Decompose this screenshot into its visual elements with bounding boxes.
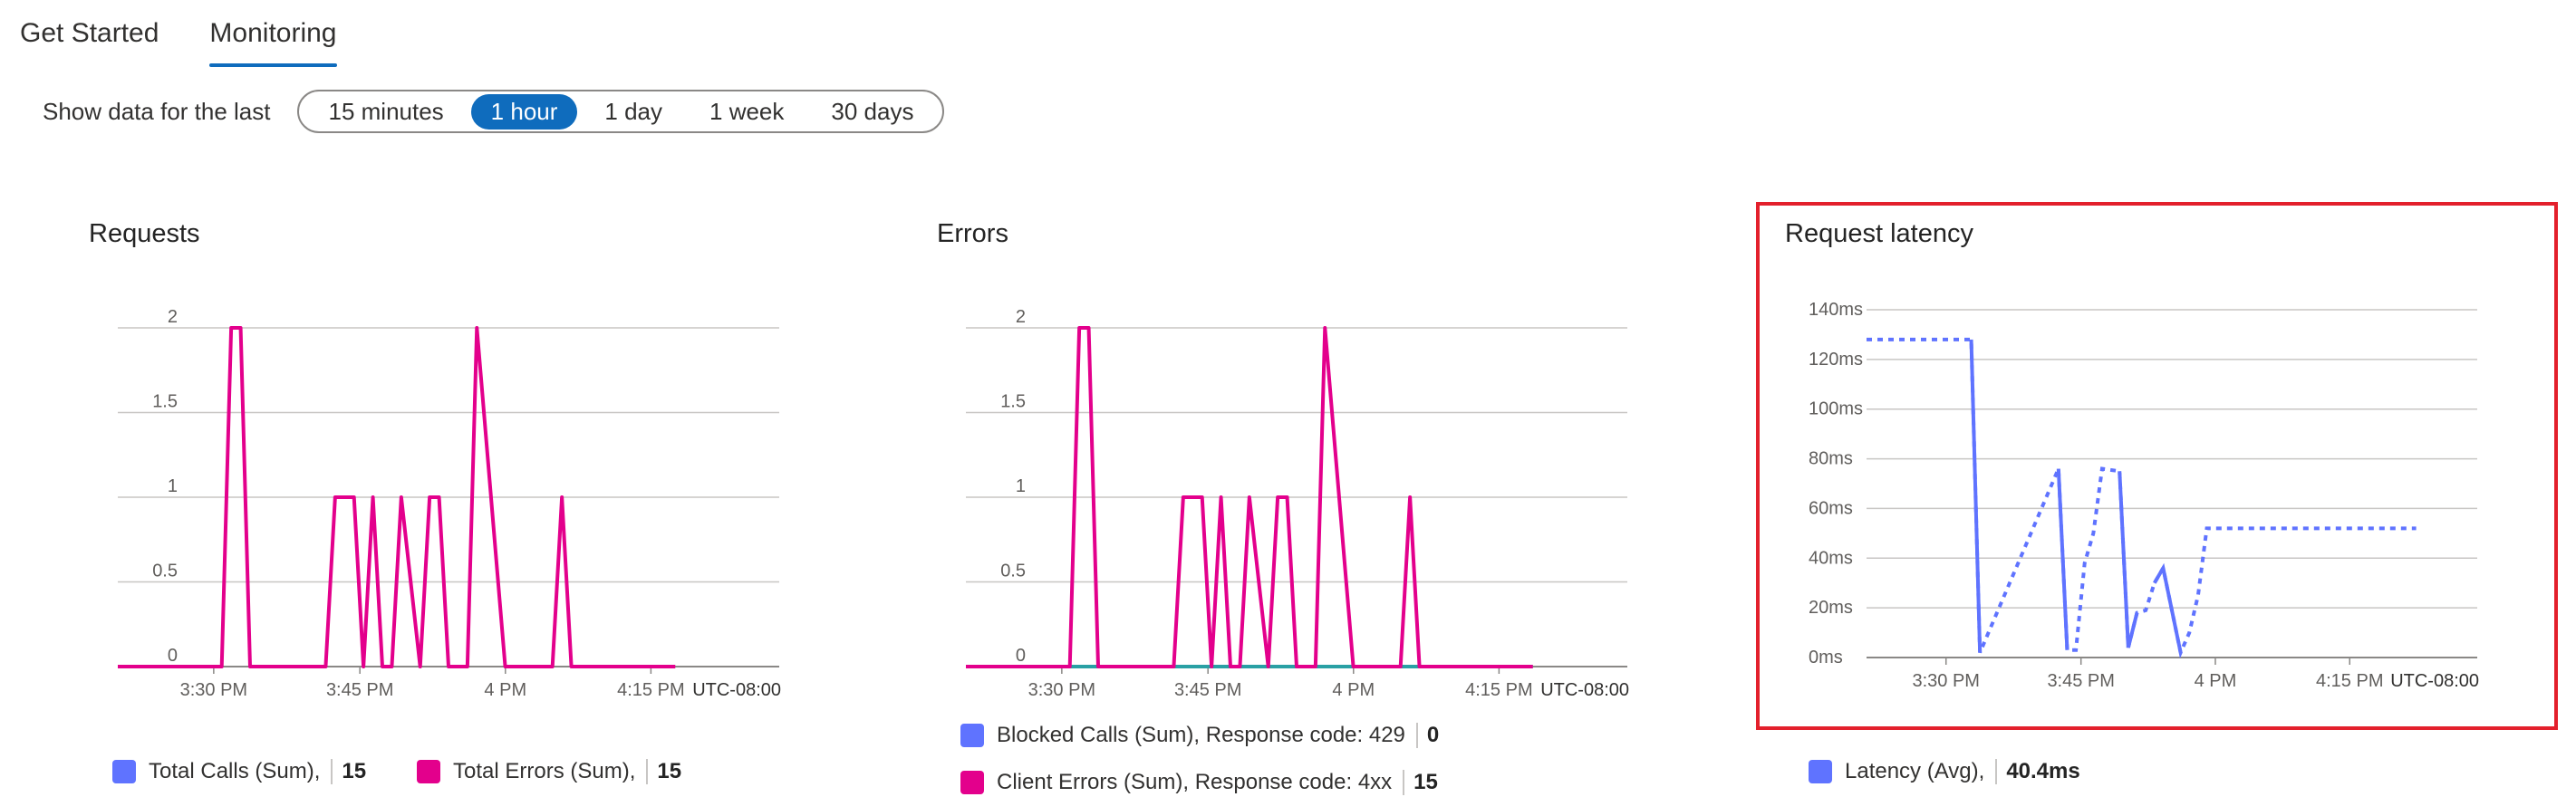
series-segment-solid (2056, 468, 2069, 650)
y-tick-label: 2 (1016, 307, 1026, 327)
y-tick-label: 0 (1016, 646, 1026, 666)
x-tick-label: 4 PM (2195, 671, 2237, 691)
tab-monitoring[interactable]: Monitoring (209, 0, 337, 67)
series-segment-solid (1969, 339, 1983, 653)
y-tick-label: 60ms (1809, 498, 1853, 518)
y-tick-label: 120ms (1809, 350, 1863, 370)
legend-latency[interactable]: Latency (Avg), 40.4ms (1809, 759, 2080, 784)
requests-chart-title: Requests (89, 219, 200, 248)
tab-get-started[interactable]: Get Started (20, 18, 159, 48)
legend-swatch (1809, 760, 1832, 783)
y-tick-label: 20ms (1809, 598, 1853, 618)
legend-value: 15 (1413, 770, 1438, 794)
x-tick-label: 4 PM (1332, 680, 1375, 700)
x-tick-label: 3:30 PM (180, 680, 247, 700)
legend-divider (1415, 723, 1418, 748)
y-tick-label: 140ms (1809, 300, 1863, 320)
y-tick-label: 40ms (1809, 548, 1853, 568)
legend-value: 15 (342, 759, 367, 783)
series-segment-solid (2161, 567, 2183, 653)
x-tick-label: 3:45 PM (2047, 671, 2114, 691)
legend-swatch (112, 760, 136, 783)
requests-chart[interactable]: 0 0.5 1 1.5 2 3:30 PM 3:45 PM 4 PM 4:15 PM UTC-08… (109, 272, 797, 706)
legend-swatch (960, 771, 984, 794)
range-option-30-days[interactable]: 30 days (831, 97, 914, 125)
y-tick-label: 1.5 (152, 392, 178, 412)
legend-divider (646, 759, 649, 784)
y-tick-label: 1.5 (1000, 392, 1026, 412)
y-tick-label: 0.5 (1000, 562, 1026, 581)
y-tick-label: 0ms (1809, 648, 1843, 667)
legend-divider (1403, 770, 1405, 795)
legend-label: Latency (Avg), (1845, 759, 1985, 783)
time-range-label: Show data for the last (43, 97, 271, 125)
legend-divider (331, 759, 333, 784)
legend-value: 0 (1426, 723, 1440, 747)
y-tick-label: 100ms (1809, 399, 1863, 419)
legend-label: Total Calls (Sum), (149, 759, 321, 783)
x-tick-label: 4:15 PM (2316, 671, 2383, 691)
x-tick-label: 4:15 PM (617, 680, 684, 700)
series-line (118, 326, 676, 668)
legend-total-errors[interactable]: Total Errors (Sum), 15 (417, 759, 681, 784)
legend-divider (1995, 759, 1998, 784)
y-tick-label: 0.5 (152, 562, 178, 581)
errors-chart-title: Errors (937, 219, 1008, 248)
y-tick-label: 2 (168, 307, 178, 327)
x-tick-label: 3:30 PM (1028, 680, 1095, 700)
latency-chart[interactable]: 0ms 20ms 40ms 60ms 80ms 100ms 120ms 140ms 3:30 P… (1803, 272, 2492, 706)
y-tick-label: 1 (168, 476, 178, 496)
legend-value: 40.4ms (2006, 759, 2080, 783)
x-tick-label: 4 PM (484, 680, 526, 700)
x-tick-label: 3:30 PM (1912, 671, 1979, 691)
range-option-1-week[interactable]: 1 week (709, 97, 785, 125)
series-segment-solid (2153, 567, 2166, 584)
legend-label: Client Errors (Sum), Response code: 4xx (997, 770, 1393, 794)
x-tick-label: 4:15 PM (1465, 680, 1532, 700)
legend-swatch (417, 760, 440, 783)
x-tick-label: 3:45 PM (1174, 680, 1241, 700)
range-option-1-hour[interactable]: 1 hour (470, 93, 578, 130)
range-option-1-day[interactable]: 1 day (604, 97, 663, 125)
series-segment-solid (2118, 471, 2130, 648)
tab-bar: Get Started Monitoring (20, 0, 337, 67)
time-range-row: Show data for the last 15 minutes 1 hour… (43, 90, 945, 133)
legend-total-calls[interactable]: Total Calls (Sum), 15 (112, 759, 366, 784)
timezone-label: UTC-08:00 (1540, 680, 1629, 700)
errors-chart[interactable]: 0 0.5 1 1.5 2 3:30 PM 3:45 PM 4 PM 4:15 PM UTC-08… (957, 272, 1645, 706)
timezone-label: UTC-08:00 (692, 680, 781, 700)
legend-value: 15 (657, 759, 682, 783)
series-line (966, 326, 1533, 668)
y-tick-label: 80ms (1809, 449, 1853, 469)
series-line-dotted (1867, 337, 2417, 659)
latency-highlight-box (1756, 202, 2558, 730)
range-option-15-minutes[interactable]: 15 minutes (328, 97, 444, 125)
timezone-label: UTC-08:00 (2390, 671, 2479, 691)
y-tick-label: 1 (1016, 476, 1026, 496)
legend-label: Total Errors (Sum), (453, 759, 636, 783)
legend-client-errors[interactable]: Client Errors (Sum), Response code: 4xx … (960, 770, 1438, 795)
legend-blocked-calls[interactable]: Blocked Calls (Sum), Response code: 429 … (960, 723, 1439, 748)
legend-label: Blocked Calls (Sum), Response code: 429 (997, 723, 1405, 747)
time-range-selector: 15 minutes 1 hour 1 day 1 week 30 days (297, 90, 945, 133)
x-tick-label: 3:45 PM (326, 680, 393, 700)
latency-chart-title: Request latency (1785, 219, 1973, 248)
legend-swatch (960, 724, 984, 747)
y-tick-label: 0 (168, 646, 178, 666)
series-segment-solid (2126, 612, 2139, 648)
